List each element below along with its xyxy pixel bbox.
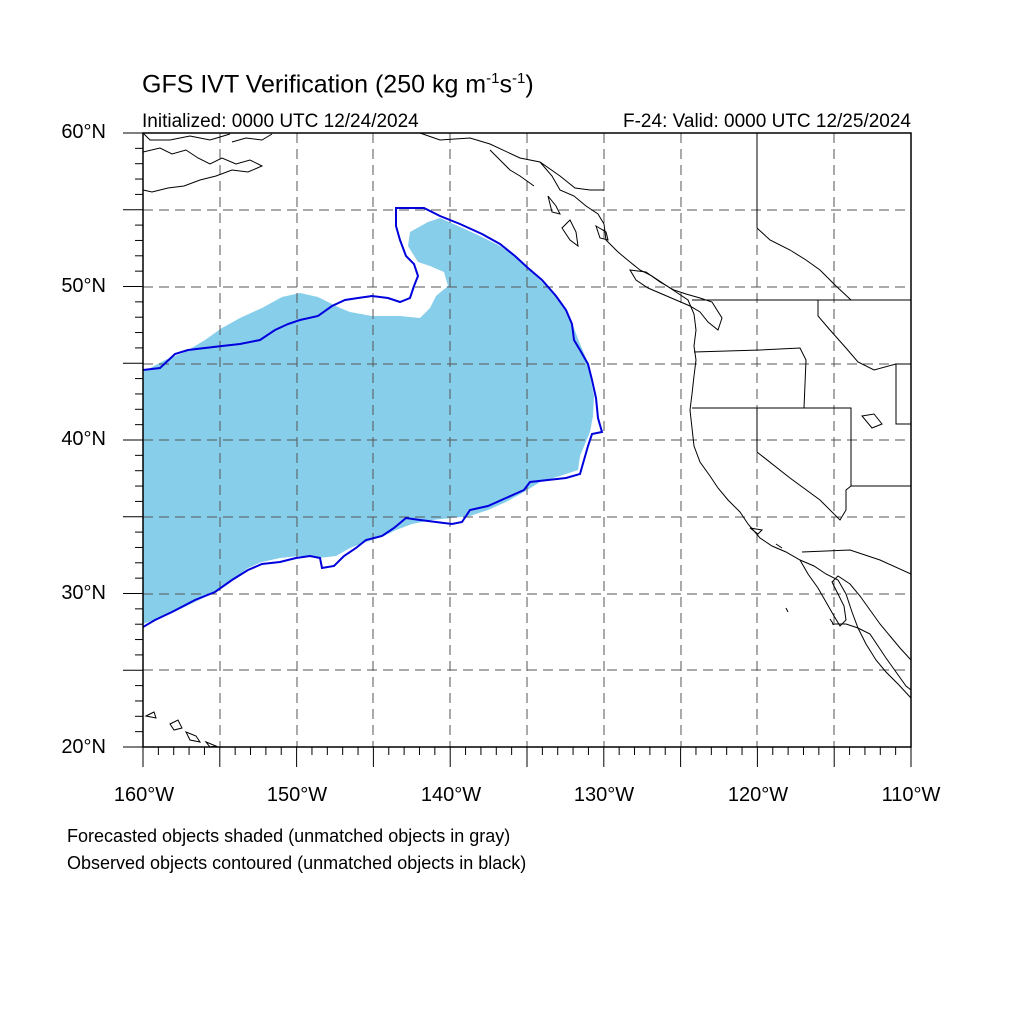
forecast-ivt-object (143, 218, 594, 624)
lat-label-40n: 40°N (61, 428, 106, 450)
lat-label-60n: 60°N (61, 121, 106, 143)
chart-title: GFS IVT Verification (250 kg m-1s-1) (142, 70, 534, 99)
lon-label-130w: 130°W (573, 784, 635, 806)
lon-label-120w: 120°W (727, 784, 789, 806)
lon-label-160w: 160°W (113, 784, 175, 806)
grid-lines (143, 133, 911, 747)
axis-ticks (123, 132, 912, 767)
legend-observed-note: Observed objects contoured (unmatched ob… (67, 853, 527, 873)
init-time-label: Initialized: 0000 UTC 12/24/2024 (142, 111, 419, 132)
coastlines (143, 133, 911, 747)
lon-label-150w: 150°W (266, 784, 328, 806)
lat-label-50n: 50°N (61, 275, 106, 297)
observed-ivt-contour (143, 207, 604, 628)
lat-label-20n: 20°N (61, 736, 106, 758)
valid-time-label: F-24: Valid: 0000 UTC 12/25/2024 (623, 111, 911, 132)
lon-label-140w: 140°W (420, 784, 482, 806)
lon-label-110w: 110°W (881, 784, 941, 806)
legend-forecast-note: Forecasted objects shaded (unmatched obj… (67, 826, 511, 846)
lat-label-30n: 30°N (61, 582, 106, 604)
